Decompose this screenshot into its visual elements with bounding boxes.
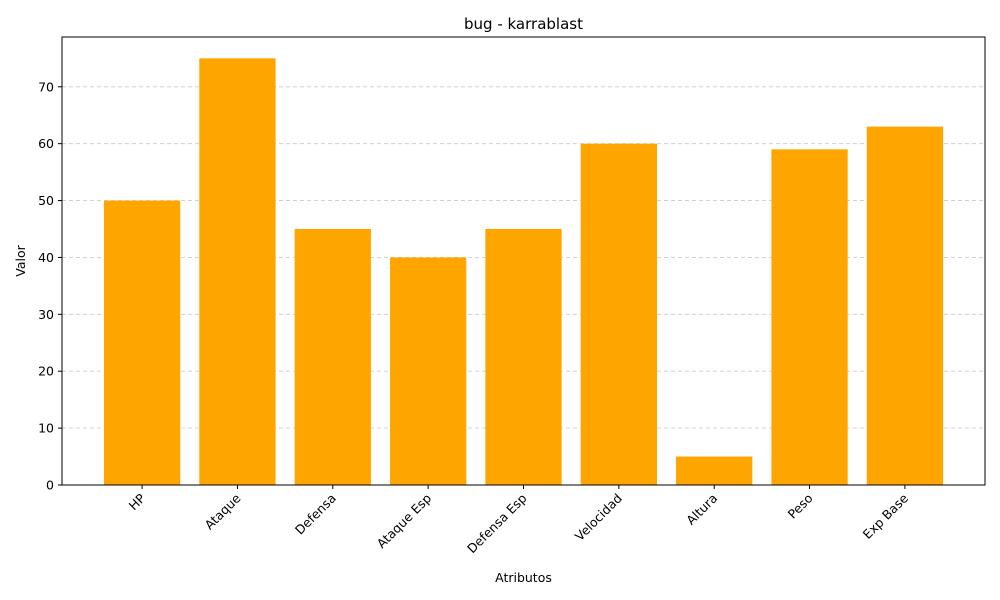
x-tick-label: Peso bbox=[785, 491, 816, 522]
bar-peso bbox=[771, 149, 848, 485]
bar-velocidad bbox=[580, 143, 657, 485]
y-tick-label: 30 bbox=[38, 307, 54, 322]
bar-defensa-esp bbox=[485, 229, 562, 485]
y-tick-label: 10 bbox=[38, 421, 54, 436]
y-tick-label: 40 bbox=[38, 250, 54, 265]
y-tick-label: 60 bbox=[38, 136, 54, 151]
y-tick-label: 0 bbox=[46, 478, 54, 493]
y-axis-label: Valor bbox=[13, 244, 28, 276]
bar-hp bbox=[103, 200, 181, 486]
x-tick-label: Exp Base bbox=[860, 490, 912, 542]
x-tick-label: Ataque Esp bbox=[374, 490, 435, 551]
chart-title: bug - karrablast bbox=[464, 15, 583, 33]
x-axis-label: Atributos bbox=[495, 570, 552, 585]
y-tick-label: 20 bbox=[38, 364, 54, 379]
y-tick-label: 70 bbox=[38, 79, 54, 94]
x-tick-label: Velocidad bbox=[572, 491, 625, 544]
x-tick-label: Ataque bbox=[202, 490, 244, 532]
bar-exp-base bbox=[866, 126, 944, 485]
bar-altura bbox=[676, 456, 753, 485]
x-tick-label: HP bbox=[126, 490, 149, 513]
x-tick-label: Defensa bbox=[292, 491, 339, 538]
x-tick-label: Altura bbox=[683, 491, 720, 528]
x-tick-label: Defensa Esp bbox=[464, 490, 530, 556]
bar-defensa bbox=[294, 229, 371, 485]
y-axis: 0 10 20 30 40 50 60 70 bbox=[38, 79, 62, 493]
bar-ataque-esp bbox=[390, 257, 467, 485]
y-tick-label: 50 bbox=[38, 193, 54, 208]
x-axis: HP Ataque Defensa Ataque Esp Defensa Esp Velo… bbox=[126, 485, 912, 556]
bar-ataque bbox=[199, 58, 276, 485]
bars bbox=[103, 58, 944, 486]
